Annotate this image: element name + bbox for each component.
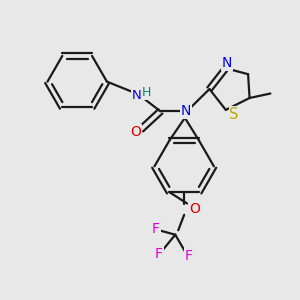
Text: N: N — [222, 56, 232, 70]
Text: F: F — [155, 247, 163, 261]
Text: N: N — [181, 104, 191, 118]
Text: N: N — [132, 88, 142, 101]
Text: O: O — [189, 202, 200, 216]
Text: S: S — [230, 107, 239, 122]
Text: O: O — [130, 124, 141, 139]
Text: H: H — [141, 86, 151, 99]
Text: F: F — [152, 222, 160, 236]
Text: F: F — [184, 248, 193, 262]
